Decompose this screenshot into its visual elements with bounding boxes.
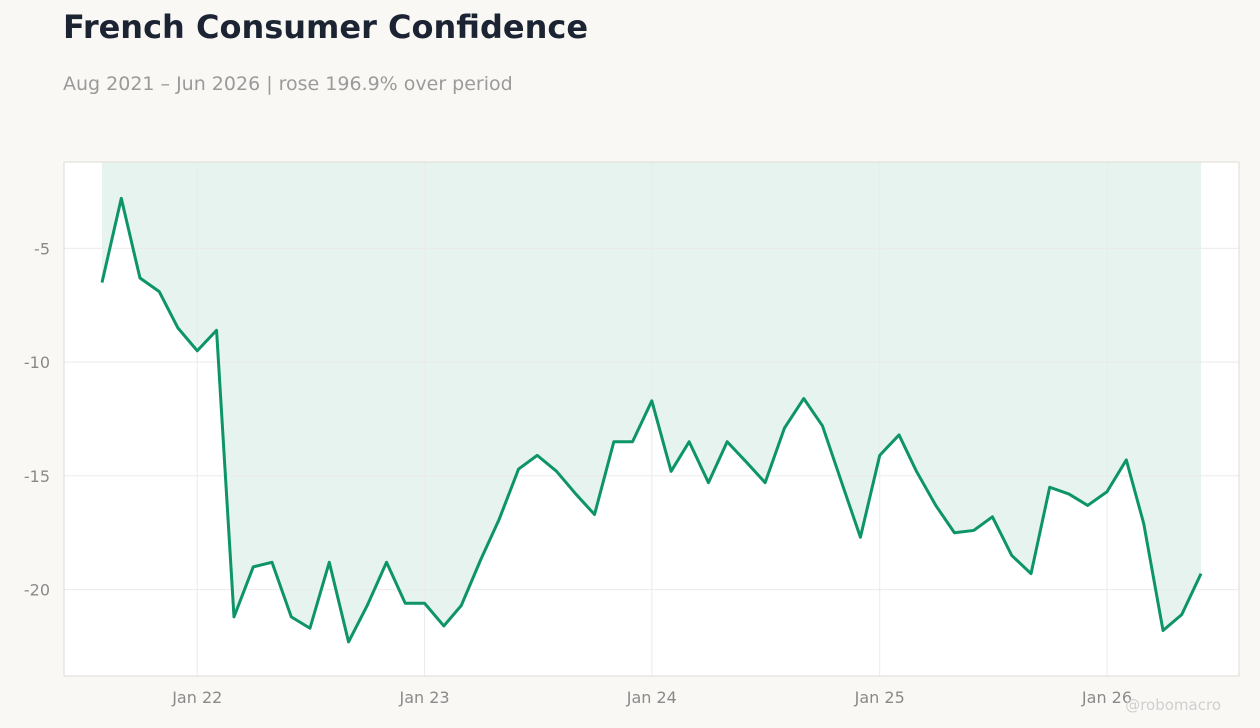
chart-title: French Consumer Confidence — [63, 8, 589, 46]
watermark: @robomacro — [1125, 696, 1221, 714]
y-tick-label: -15 — [24, 467, 50, 486]
x-tick-label: Jan 24 — [626, 688, 677, 707]
x-tick-label: Jan 23 — [398, 688, 449, 707]
x-tick-label: Jan 26 — [1081, 688, 1132, 707]
y-tick-label: -10 — [24, 353, 50, 372]
series-line — [100, 196, 1203, 644]
y-tick-label: -5 — [34, 239, 50, 258]
x-tick-label: Jan 25 — [854, 688, 905, 707]
chart-subtitle: Aug 2021 – Jun 2026 | rose 196.9% over p… — [63, 73, 513, 95]
x-tick-label: Jan 22 — [171, 688, 222, 707]
area-fill — [101, 162, 1202, 642]
plot-border — [63, 161, 1240, 677]
y-tick-label: -20 — [24, 581, 50, 600]
